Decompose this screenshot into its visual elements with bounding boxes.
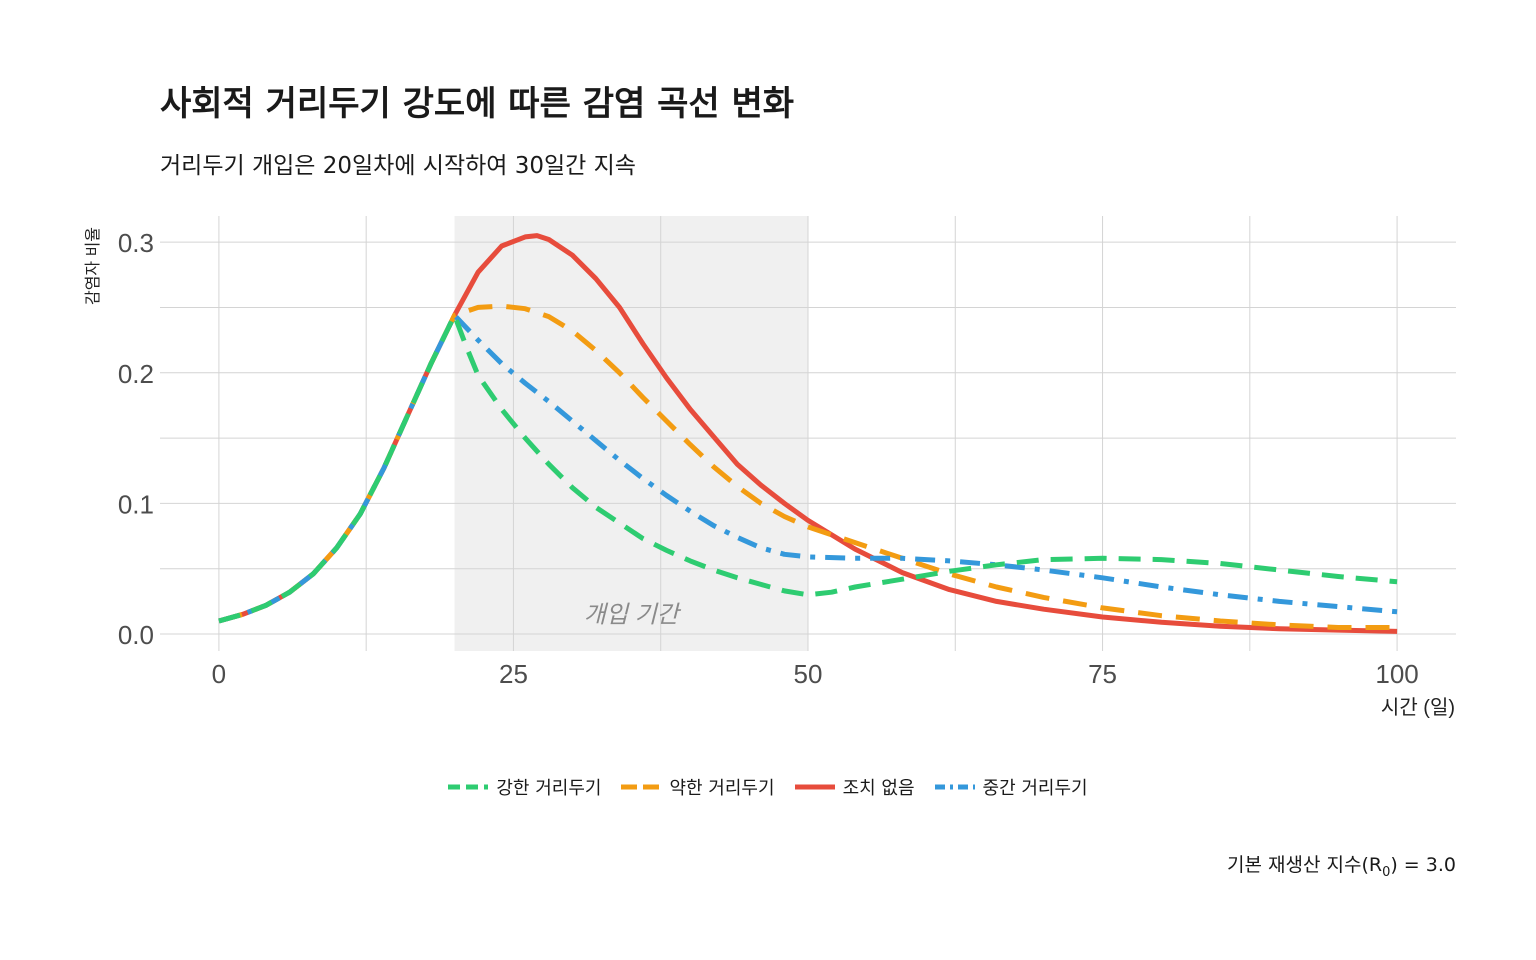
legend-item: 중간 거리두기 [934,774,1088,800]
legend-swatch [448,784,489,790]
x-tick-label: 100 [1375,659,1418,689]
intervention-annotation: 개입 기간 [584,601,682,628]
chart-title: 사회적 거리두기 강도에 따른 감염 곡선 변화 [160,84,795,124]
y-tick-label: 0.0 [118,620,154,650]
caption-prefix: 기본 재생산 지수(R [1227,854,1383,876]
y-tick-label: 0.3 [118,228,154,258]
legend-swatch [934,784,975,790]
x-tick-label: 75 [1088,659,1117,689]
y-tick-label: 0.1 [118,489,154,519]
legend-label: 강한 거리두기 [496,778,602,799]
legend-item: 조치 없음 [794,774,915,800]
legend: 강한 거리두기 약한 거리두기 조치 없음 중간 거리두기 [0,774,1536,800]
legend-swatch [621,784,662,790]
series-line [218,312,1398,624]
caption-suffix: ) = 3.0 [1390,854,1456,876]
legend-label: 조치 없음 [842,778,915,799]
legend-label: 중간 거리두기 [982,778,1088,799]
x-tick-label: 25 [499,659,528,689]
intervention-region [454,216,808,651]
x-tick-label: 0 [212,659,226,689]
x-tick-label: 50 [794,659,823,689]
plot-area: 개입 기간 0 25 50 75 100 0.0 0.1 0.2 0.3 시간 (일) 감염자 … [84,216,1456,719]
y-tick-label: 0.2 [118,359,154,389]
x-axis-label: 시간 (일) [1381,696,1455,719]
legend-label: 약한 거리두기 [669,778,775,799]
series-line [218,303,1398,630]
caption: 기본 재생산 지수(R0) = 3.0 [1227,850,1456,880]
legend-item: 강한 거리두기 [448,774,601,800]
legend-item: 약한 거리두기 [621,774,775,800]
chart-subtitle: 거리두기 개입은 20일차에 시작하여 30일간 지속 [160,153,636,179]
y-axis-label: 감염자 비율 [84,227,102,305]
caption-subscript: 0 [1382,864,1391,880]
legend-swatch [794,784,835,790]
